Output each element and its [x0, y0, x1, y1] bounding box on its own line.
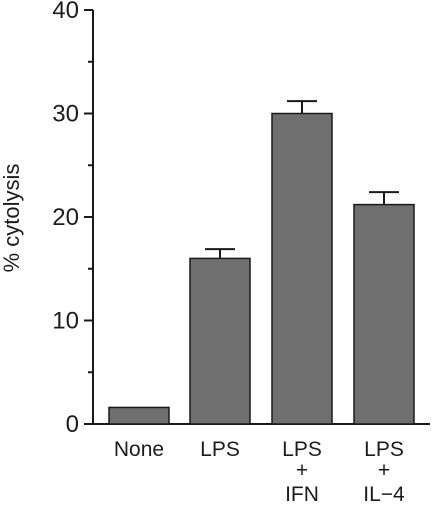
bar: [353, 203, 415, 425]
y-axis-title: % cytolysis: [0, 164, 24, 273]
bars: [108, 100, 415, 425]
bar: [271, 112, 333, 425]
x-category-label: LPS + IL−4: [363, 438, 405, 506]
x-category-label: LPS + IFN: [282, 438, 322, 506]
bar: [108, 406, 170, 425]
y-tick-label: 10: [52, 308, 79, 335]
y-tick-label: 40: [52, 0, 79, 24]
y-tick-label: 30: [52, 101, 79, 128]
labels: 0 10 20 30 40 None LPS LPS + IFN LPS + IL−4: [52, 0, 405, 506]
bar: [189, 257, 251, 425]
y-tick-label: 0: [66, 411, 79, 438]
x-category-label: LPS: [200, 438, 240, 461]
y-tick-label: 20: [52, 204, 79, 231]
x-category-label: None: [114, 438, 164, 461]
